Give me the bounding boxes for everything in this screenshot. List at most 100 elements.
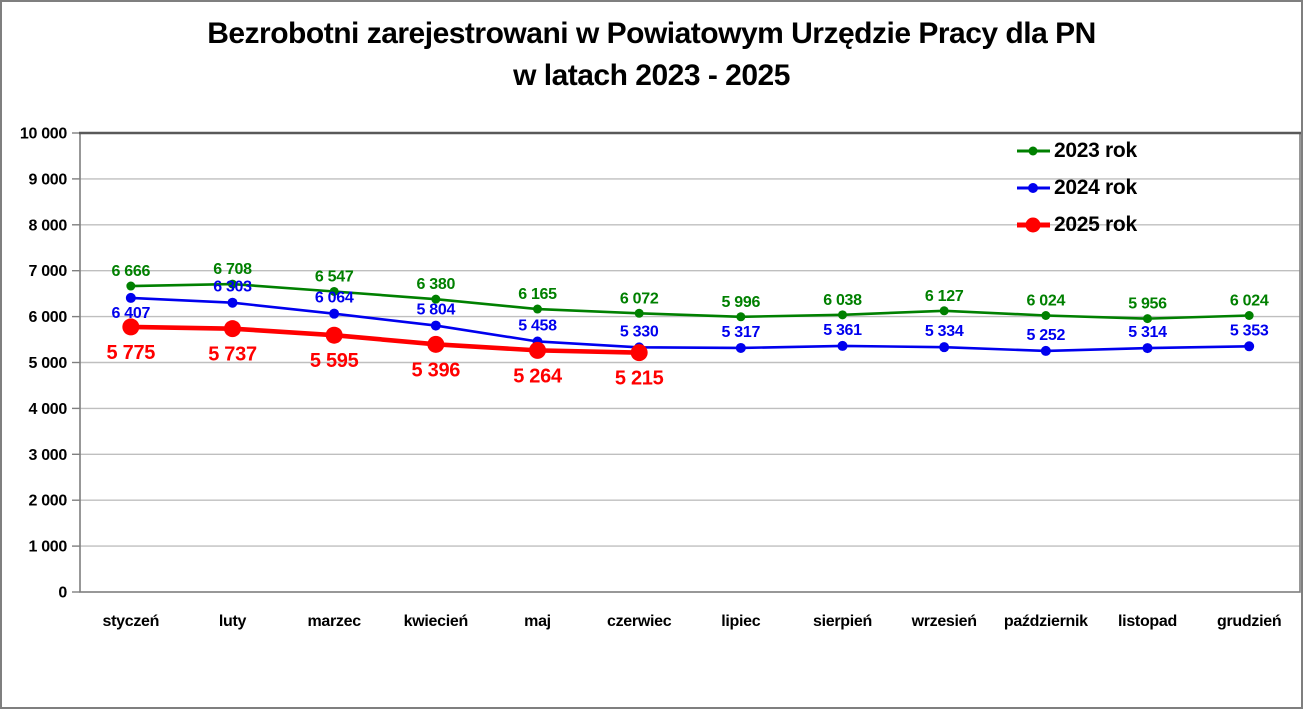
data-point-2023-rok <box>533 304 542 314</box>
data-point-2023-rok <box>126 281 136 291</box>
y-axis-tick-label: 9 000 <box>28 171 67 188</box>
data-label-2025-rok: 5 396 <box>412 359 461 381</box>
data-label-2024-rok: 6 064 <box>315 290 354 307</box>
data-label-2024-rok: 5 361 <box>823 322 862 339</box>
data-point-2023-rok <box>736 312 746 322</box>
x-axis-label: styczeń <box>103 613 160 630</box>
legend-item-2023-rok: 2023 rok <box>1015 132 1137 169</box>
data-label-2025-rok: 5 775 <box>107 342 156 364</box>
y-axis-tick-label: 10 000 <box>20 126 68 143</box>
legend-dot <box>1028 182 1038 193</box>
data-point-2023-rok <box>939 306 949 316</box>
data-point-2024-rok <box>1244 341 1255 352</box>
data-point-2024-rok <box>1040 345 1051 356</box>
data-point-2024-rok <box>837 340 848 351</box>
data-label-2024-rok: 6 303 <box>213 279 252 296</box>
data-point-2024-rok <box>329 308 340 319</box>
data-point-2025-rok <box>630 344 648 362</box>
y-axis-tick-label: 2 000 <box>28 493 67 510</box>
data-label-2025-rok: 5 737 <box>208 344 257 366</box>
data-label-2023-rok: 5 956 <box>1128 296 1167 313</box>
data-point-2024-rok <box>735 342 746 353</box>
legend-dot <box>1028 146 1038 155</box>
y-axis-tick-label: 1 000 <box>28 539 67 556</box>
legend-marker-2024-rok <box>1017 182 1050 193</box>
x-axis-label: maj <box>524 613 551 630</box>
data-label-2024-rok: 5 314 <box>1128 324 1167 341</box>
legend-item-label: 2023 rok <box>1054 138 1137 162</box>
data-point-2025-rok <box>122 318 140 336</box>
data-point-2024-rok <box>939 342 950 353</box>
data-label-2023-rok: 6 165 <box>518 286 557 303</box>
data-label-2023-rok: 6 024 <box>1027 292 1066 309</box>
y-axis-tick-label: 6 000 <box>28 309 67 326</box>
legend-dot <box>1025 217 1041 232</box>
data-point-2023-rok <box>634 308 644 318</box>
y-axis-tick-label: 8 000 <box>28 217 67 234</box>
data-label-2025-rok: 5 595 <box>310 350 359 372</box>
data-label-2023-rok: 6 547 <box>315 268 354 285</box>
data-label-2023-rok: 6 708 <box>213 261 252 278</box>
data-point-2024-rok <box>125 292 136 303</box>
x-axis-label: czerwiec <box>607 613 672 630</box>
data-label-2024-rok: 5 334 <box>925 323 964 340</box>
series-line-2024-rok <box>129 296 1251 353</box>
data-point-2023-rok <box>1143 314 1152 324</box>
chart-title-line-1: Bezrobotni zarejestrowani w Powiatowym U… <box>207 17 1096 50</box>
legend: 2023 rok 2024 rok 2025 rok <box>1015 132 1137 243</box>
legend-item-2024-rok: 2024 rok <box>1015 169 1137 206</box>
data-label-2023-rok: 5 996 <box>722 294 761 311</box>
data-point-2025-rok <box>325 326 343 344</box>
x-axis-label: lipiec <box>721 613 761 630</box>
data-point-2023-rok <box>1244 310 1254 320</box>
data-point-2024-rok <box>1142 343 1153 354</box>
data-label-2023-rok: 6 127 <box>925 288 964 305</box>
x-axis-label: grudzień <box>1217 613 1281 630</box>
data-label-2023-rok: 6 072 <box>620 290 659 307</box>
data-label-2025-rok: 5 264 <box>513 365 563 387</box>
chart-title-line-2: w latach 2023 - 2025 <box>513 59 790 92</box>
legend-item-label: 2024 rok <box>1054 175 1137 199</box>
data-point-2023-rok <box>1041 310 1051 320</box>
x-axis-label: listopad <box>1118 613 1177 630</box>
data-point-2023-rok <box>329 286 339 296</box>
x-axis-label: luty <box>219 613 247 630</box>
x-axis-label: październik <box>1004 613 1088 630</box>
data-label-2025-rok: 5 215 <box>615 368 664 390</box>
data-point-2023-rok <box>838 310 847 320</box>
chart-title: Bezrobotni zarejestrowani w Powiatowym U… <box>2 13 1301 97</box>
data-point-2024-rok <box>227 297 238 308</box>
data-label-2023-rok: 6 024 <box>1230 292 1269 309</box>
data-label-2024-rok: 5 252 <box>1027 327 1066 344</box>
data-label-2024-rok: 5 317 <box>722 324 761 341</box>
y-axis-tick-label: 0 <box>58 585 67 602</box>
data-point-2025-rok <box>224 320 241 338</box>
legend-marker-2025-rok <box>1017 217 1050 232</box>
data-label-2024-rok: 5 330 <box>620 323 659 340</box>
data-label-2024-rok: 5 804 <box>417 302 456 319</box>
data-point-2023-rok <box>431 294 441 304</box>
series-line-2023-rok <box>129 282 1251 320</box>
data-point-2025-rok <box>529 341 546 359</box>
series-line-2025-rok <box>128 324 642 355</box>
data-label-2023-rok: 6 666 <box>112 263 151 280</box>
x-axis-label: marzec <box>307 613 361 630</box>
y-axis-tick-label: 5 000 <box>28 355 67 372</box>
data-point-2024-rok <box>430 320 441 331</box>
x-axis-label: sierpień <box>813 613 872 630</box>
x-axis-label: wrzesień <box>911 613 977 630</box>
x-axis-label: kwiecień <box>404 613 468 630</box>
data-label-2024-rok: 5 353 <box>1230 322 1269 339</box>
legend-marker-2023-rok <box>1017 146 1050 155</box>
legend-item-2025-rok: 2025 rok <box>1015 206 1137 243</box>
data-point-2025-rok <box>427 335 445 353</box>
legend-item-label: 2025 rok <box>1054 212 1137 236</box>
data-label-2023-rok: 6 038 <box>823 292 862 309</box>
data-label-2023-rok: 6 380 <box>417 276 456 293</box>
data-point-2023-rok <box>228 279 237 289</box>
data-label-2024-rok: 6 407 <box>112 305 151 322</box>
data-label-2024-rok: 5 458 <box>518 317 557 334</box>
y-axis-tick-label: 7 000 <box>28 263 67 280</box>
